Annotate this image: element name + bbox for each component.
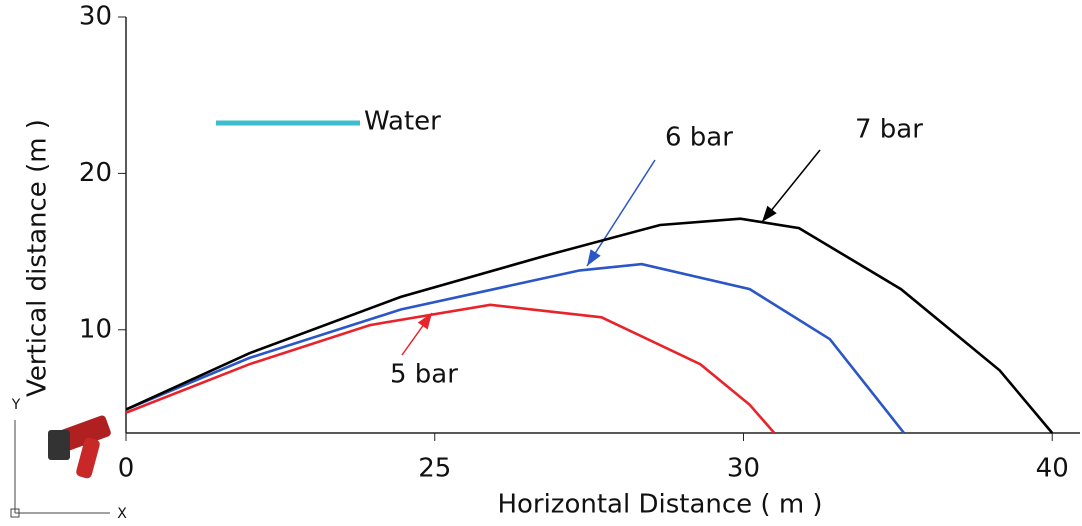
annotation-arrowhead [587,249,601,266]
y-axis-label: Vertical distance (m ) [23,119,53,397]
ucs-glyph [10,420,110,518]
series-line [125,303,776,434]
series-annotation: 5 bar [390,360,458,390]
series-line [125,262,906,434]
x-tick-label: 25 [418,454,451,484]
y-tick-label: 30 [79,2,112,32]
x-tick-label: 0 [118,454,135,484]
series-annotation: 7 bar [855,115,923,145]
y-tick-label: 10 [79,314,112,344]
series-line [125,217,1054,434]
series-annotation: 6 bar [665,123,733,153]
ucs-x: X [117,506,127,522]
ucs-y: Y [11,397,21,413]
annotation-arrowhead [417,313,432,330]
x-axis-label: Horizontal Distance ( m ) [497,490,822,520]
x-tick-label: 40 [1036,454,1069,484]
annotation-arrowhead [762,205,777,222]
x-tick-label: 30 [727,454,760,484]
annotation-arrow [586,159,656,267]
legend-label: Water [364,107,441,137]
nozzle-icon [48,415,111,479]
y-tick-label: 20 [79,158,112,188]
